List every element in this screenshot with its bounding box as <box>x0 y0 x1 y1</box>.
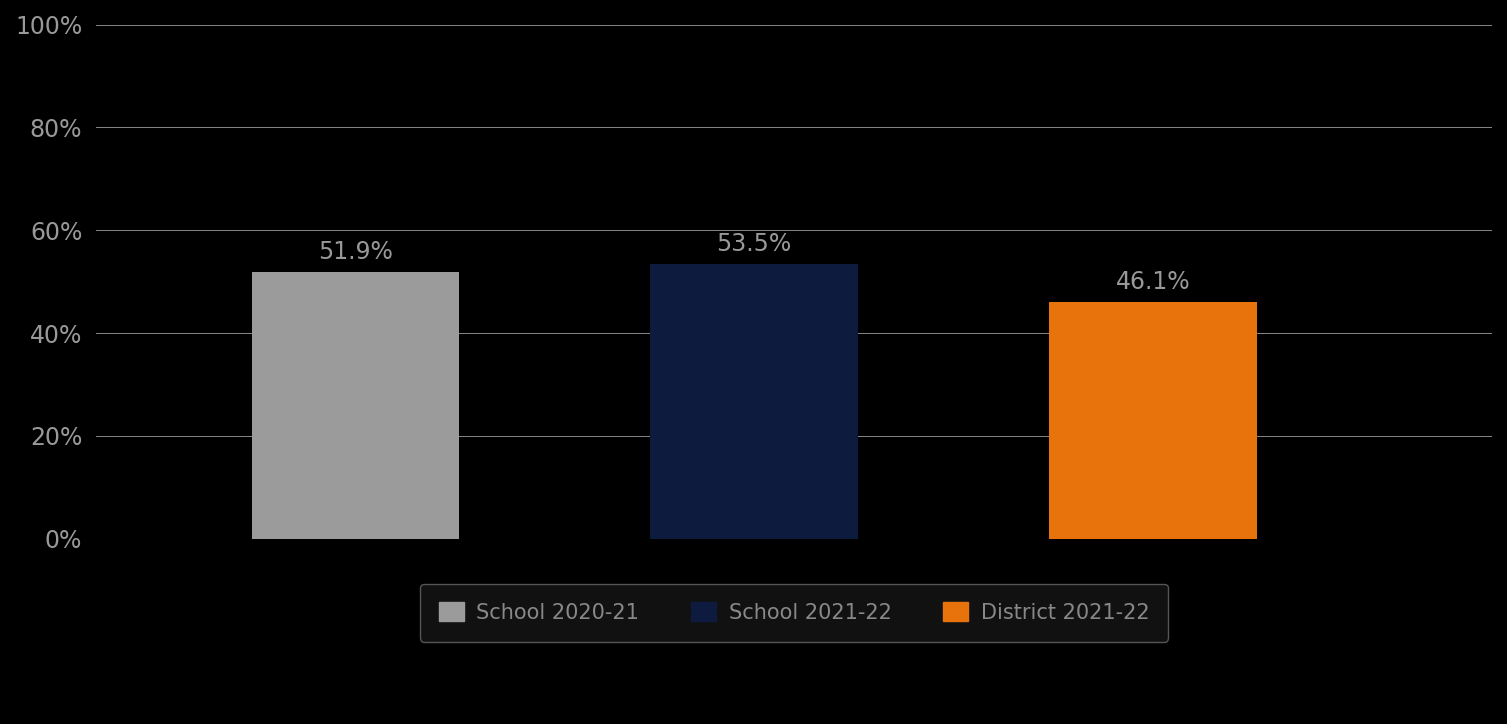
Legend: School 2020-21, School 2021-22, District 2021-22: School 2020-21, School 2021-22, District… <box>420 584 1168 641</box>
Text: 51.9%: 51.9% <box>318 240 393 264</box>
Bar <box>651 264 857 539</box>
Bar <box>252 272 460 539</box>
Text: 46.1%: 46.1% <box>1115 270 1191 294</box>
Bar <box>1049 302 1257 539</box>
Text: 53.5%: 53.5% <box>716 232 791 256</box>
